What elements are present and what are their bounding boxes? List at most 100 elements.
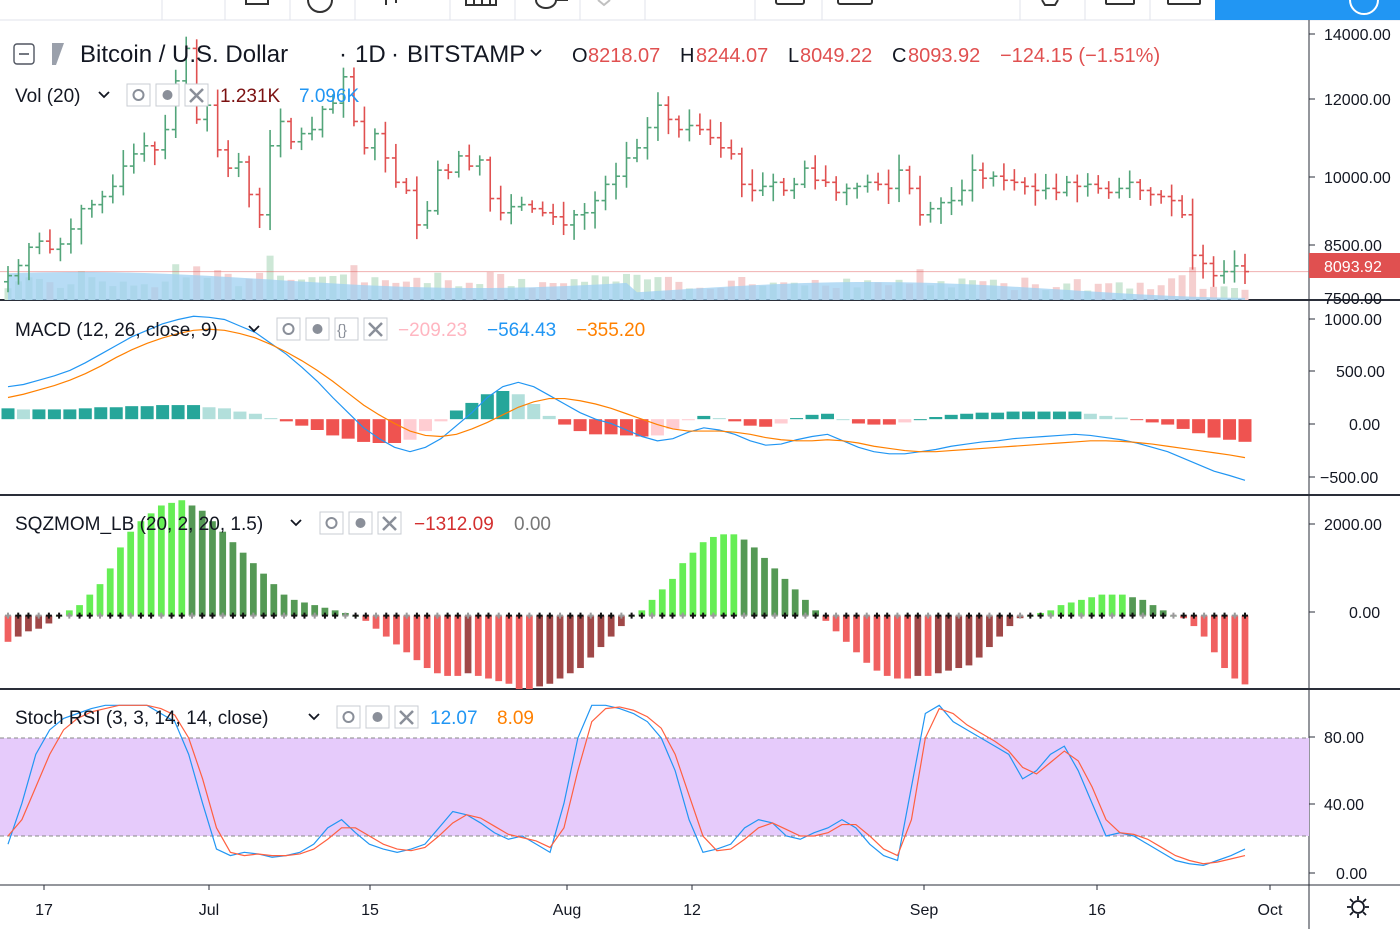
volume-bar <box>1094 283 1102 300</box>
chart-settings-gear-icon[interactable] <box>1347 896 1369 918</box>
macd-hist-bar <box>944 414 958 420</box>
macd-pane[interactable] <box>1 315 1252 481</box>
macd-hist-bar <box>836 419 850 421</box>
squeeze-dot <box>781 612 788 619</box>
squeeze-dot <box>1047 612 1054 619</box>
visibility-eye-icon[interactable] <box>319 511 344 535</box>
squeeze-dot <box>199 612 206 619</box>
visibility-eye-icon[interactable] <box>336 705 361 729</box>
compare-icon[interactable] <box>307 0 333 13</box>
squeeze-dot <box>751 612 758 619</box>
alert-icon[interactable] <box>535 0 568 9</box>
high-value: 8244.07 <box>696 45 768 67</box>
chevron-down-icon[interactable] <box>248 325 260 333</box>
macd-hist-bar <box>1083 413 1097 420</box>
sqzmom-bar <box>730 534 738 616</box>
sqzmom-bar <box>260 573 267 616</box>
macd-legend-title[interactable]: MACD (12, 26, close, 9) <box>15 320 218 341</box>
collapse-legend-icon[interactable] <box>13 43 35 65</box>
macd-scale[interactable]: 1000.00 500.00 0.00 −500.00 <box>1309 312 1385 487</box>
indicators-icon[interactable] <box>385 0 397 5</box>
sqzmom-bar <box>791 589 799 616</box>
chevron-down-icon[interactable] <box>530 49 542 57</box>
squeeze-dot <box>393 612 400 619</box>
symbol-title[interactable]: Bitcoin / U.S. Dollar <box>80 41 288 68</box>
sqzmom-pane[interactable] <box>4 500 1249 689</box>
squeeze-dot <box>577 612 584 619</box>
squeeze-dot <box>1201 612 1208 619</box>
symbol-flag-icon <box>52 43 64 65</box>
macd-hist-bar <box>542 415 556 420</box>
price-scale[interactable]: 14000.00 12000.00 10000.00 8500.00 7500.… <box>1309 27 1400 308</box>
stochrsi-pane[interactable] <box>0 704 1309 867</box>
exchange-label[interactable]: BITSTAMP <box>407 41 525 68</box>
redo-icon[interactable] <box>837 0 873 5</box>
fullscreen-icon[interactable] <box>1105 0 1135 5</box>
top-toolbar[interactable] <box>0 0 1400 21</box>
open-value: 8218.07 <box>588 45 660 67</box>
squeeze-dot <box>281 612 288 619</box>
sqzmom-bar <box>1108 594 1116 616</box>
sqzmom-bar <box>945 615 952 671</box>
sqzmom-bar <box>1221 615 1228 669</box>
volume-bar <box>350 265 358 300</box>
sqzmom-bar <box>106 568 114 616</box>
squeeze-dot <box>168 612 175 619</box>
macd-hist-bar <box>341 419 355 439</box>
undo-icon[interactable] <box>775 0 805 5</box>
replay-icon[interactable] <box>597 0 611 7</box>
sqzmom-bar <box>14 615 22 637</box>
sqzmom-bar <box>45 615 53 624</box>
volume-bar <box>486 272 494 300</box>
visibility-eye-icon[interactable] <box>276 317 301 341</box>
main-legend[interactable]: Bitcoin / U.S. Dollar · 1D · BITSTAMP O … <box>13 41 1160 729</box>
visibility-eye-icon[interactable] <box>126 83 151 107</box>
time-scale[interactable]: 17 Jul 15 Aug 12 Sep 16 Oct <box>35 885 1283 919</box>
macd-hist-bar <box>1114 417 1128 420</box>
stochrsi-legend-title[interactable]: Stoch RSI (3, 3, 14, 14, close) <box>15 708 268 729</box>
sqzmom-bar <box>648 599 656 616</box>
change-value: −124.15 (−1.51%) <box>1000 45 1160 67</box>
chevron-down-icon[interactable] <box>98 91 110 99</box>
crosshair-icon[interactable] <box>245 0 269 5</box>
sqzmom-bar <box>883 615 891 676</box>
chevron-down-icon[interactable] <box>290 519 302 527</box>
squeeze-dot <box>403 612 410 619</box>
squeeze-dot <box>894 612 901 619</box>
stoch-scale[interactable]: 80.00 40.00 0.00 <box>1309 730 1367 883</box>
macd-tick-label: 500.00 <box>1336 364 1385 381</box>
squeeze-dot <box>35 612 42 619</box>
squeeze-dot <box>761 612 768 619</box>
templates-icon[interactable] <box>465 0 497 6</box>
interval-label[interactable]: 1D <box>355 41 386 68</box>
title-separator: · <box>391 41 399 68</box>
volume-bar <box>1147 289 1155 300</box>
settings-icon[interactable] <box>1041 0 1059 6</box>
macd-hist-bar <box>1161 419 1175 425</box>
sqzmom-bar <box>4 615 12 642</box>
volume-legend-title[interactable]: Vol (20) <box>15 86 80 107</box>
squeeze-dot <box>955 612 962 619</box>
price-pane[interactable] <box>0 36 1309 300</box>
publish-icon[interactable] <box>1349 0 1379 15</box>
sqzmom-legend-title[interactable]: SQZMOM_LB (20, 2, 20, 1.5) <box>15 514 263 535</box>
stoch-tick-label: 40.00 <box>1324 797 1364 814</box>
macd-hist-bar <box>1238 419 1252 442</box>
snapshot-icon[interactable] <box>1167 0 1201 5</box>
sqzmom-bar <box>1210 615 1218 653</box>
stoch-tick-label: 80.00 <box>1324 730 1364 747</box>
publish-button[interactable] <box>1215 0 1400 20</box>
sqzmom-histogram <box>4 500 1249 689</box>
sqzmom-bar <box>802 599 809 616</box>
sqz-scale[interactable]: 2000.00 0.00 <box>1309 517 1382 622</box>
macd-hist-bar <box>527 404 541 420</box>
sqzmom-bar <box>464 615 472 674</box>
macd-signal-line <box>7 328 1246 459</box>
sqzmom-bar <box>433 615 441 674</box>
chevron-down-icon[interactable] <box>308 713 320 721</box>
macd-hist-bar <box>805 414 819 420</box>
squeeze-dot <box>802 612 809 619</box>
source-code-icon[interactable] <box>334 317 359 341</box>
